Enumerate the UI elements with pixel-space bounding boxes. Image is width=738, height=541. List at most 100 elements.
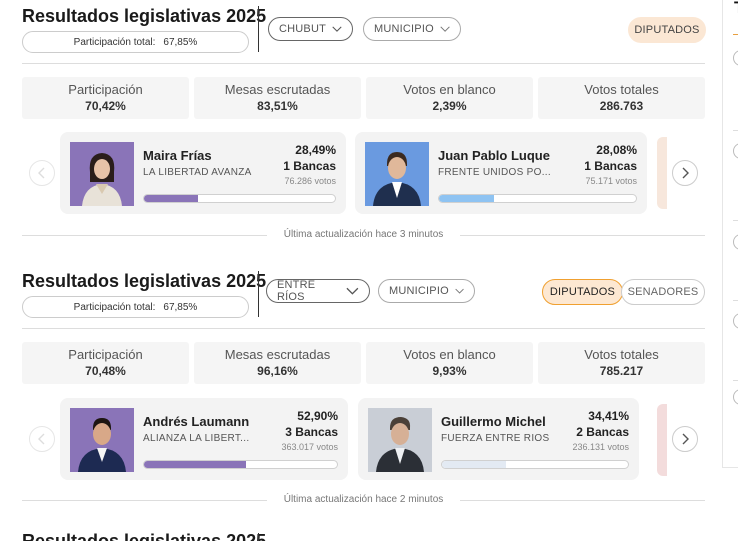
divider [733, 300, 738, 301]
next-candidate-card-peek [657, 137, 667, 209]
chevron-right-icon [682, 433, 689, 445]
candidate-progress-fill [144, 195, 199, 202]
candidate-votes: 363.017 votos [281, 442, 338, 452]
candidate-name: Guillermo Michel [441, 414, 546, 429]
candidate-seats: 1 Bancas [283, 159, 336, 173]
candidate-photo [368, 408, 432, 472]
participation-total-value: 67,85% [163, 36, 198, 48]
stat-value: 9,93% [432, 364, 467, 378]
candidate-card[interactable]: Guillermo Michel FUERZA ENTRE RIOS 34,41… [358, 398, 639, 480]
radio-option[interactable] [733, 143, 738, 159]
radio-option[interactable] [733, 50, 738, 66]
candidate-votes: 76.286 votos [284, 176, 336, 186]
chevron-down-icon [455, 288, 464, 294]
candidate-progress-bar [143, 460, 338, 469]
candidate-party: FRENTE UNIDOS PO... [438, 167, 551, 178]
carousel-prev-button[interactable] [29, 426, 55, 452]
divider [733, 220, 738, 221]
participation-total-pill: Participación total: 67,85% [22, 31, 249, 53]
candidate-name: Maira Frías [143, 148, 212, 163]
stat-votos-en-blanco: Votos en blanco 2,39% [366, 77, 533, 119]
widget-title: Resultados legislativas 2025 [22, 271, 267, 291]
last-update-row: Última actualización hace 2 minutos [22, 494, 705, 506]
stat-mesas-escrutadas: Mesas escrutadas 96,16% [194, 342, 361, 384]
radio-option[interactable] [733, 234, 738, 250]
chamber-tab-senadores[interactable]: SENADORES [621, 279, 705, 305]
stat-label: Mesas escrutadas [224, 347, 331, 362]
municipality-select[interactable]: MUNICIPIO [378, 279, 475, 303]
candidate-seats: 3 Bancas [285, 425, 338, 439]
province-select[interactable]: CHUBUT [268, 17, 353, 41]
last-update-text: Última actualización hace 3 minutos [283, 229, 444, 240]
candidate-portrait-icon [365, 142, 429, 206]
participation-total-label: Participación total: [73, 36, 156, 48]
title-divider [258, 533, 259, 541]
stat-label: Mesas escrutadas [224, 82, 331, 97]
participation-total-pill: Participación total: 67,85% [22, 296, 249, 318]
candidate-progress-bar [438, 194, 637, 203]
carousel-next-button[interactable] [672, 426, 698, 452]
stat-participacion: Participación 70,48% [22, 342, 189, 384]
candidate-progress-bar [143, 194, 336, 203]
candidate-card[interactable]: Maira Frías LA LIBERTAD AVANZA 28,49% 1 … [60, 132, 346, 214]
candidate-photo [365, 142, 429, 206]
radio-option[interactable] [733, 389, 738, 405]
stat-value: 286.763 [599, 99, 644, 113]
province-select[interactable]: ENTRE RÍOS [266, 279, 370, 303]
side-panel: T [722, 0, 738, 468]
province-select-value: ENTRE RÍOS [277, 279, 316, 303]
divider [733, 130, 738, 131]
header-divider [22, 328, 705, 329]
candidate-progress-fill [439, 195, 495, 202]
carousel-prev-button[interactable] [29, 160, 55, 186]
candidate-card[interactable]: Andrés Laumann ALIANZA LA LIBERT... 52,9… [60, 398, 348, 480]
chamber-tab-diputados[interactable]: DIPUTADOS [628, 17, 706, 43]
divider [460, 235, 705, 236]
last-update-text: Última actualización hace 2 minutos [283, 494, 444, 505]
stat-label: Participación [68, 82, 143, 97]
participation-total-value: 67,85% [163, 301, 198, 313]
radio-option[interactable] [733, 313, 738, 329]
stat-label: Votos en blanco [403, 82, 496, 97]
stat-value: 70,42% [85, 99, 126, 113]
chevron-left-icon [38, 167, 45, 179]
title-divider [258, 6, 259, 52]
candidate-photo [70, 408, 134, 472]
chevron-down-icon [346, 287, 359, 295]
candidate-seats: 1 Bancas [584, 159, 637, 173]
candidate-percent: 28,49% [295, 143, 336, 157]
side-panel-accent [733, 34, 738, 35]
candidate-name: Andrés Laumann [143, 414, 250, 429]
candidate-party: LA LIBERTAD AVANZA [143, 167, 252, 178]
widget-title: Resultados legislativas 2025 [22, 6, 267, 26]
stat-value: 785.217 [599, 364, 644, 378]
province-select-value: CHUBUT [279, 23, 327, 35]
stat-label: Votos totales [584, 347, 659, 362]
next-candidate-card-peek [657, 404, 667, 476]
candidate-percent: 28,08% [596, 143, 637, 157]
candidate-percent: 34,41% [588, 409, 629, 423]
candidate-progress-bar [441, 460, 629, 469]
municipality-select-value: MUNICIPIO [374, 23, 434, 35]
candidate-portrait-icon [368, 408, 432, 472]
divider [22, 500, 267, 501]
candidate-votes: 236.131 votos [572, 442, 629, 452]
chevron-left-icon [38, 433, 45, 445]
side-panel-title: T [734, 0, 738, 18]
candidate-percent: 52,90% [297, 409, 338, 423]
candidate-progress-fill [442, 461, 506, 468]
municipality-select[interactable]: MUNICIPIO [363, 17, 461, 41]
candidate-portrait-icon [70, 408, 134, 472]
candidate-card[interactable]: Juan Pablo Luque FRENTE UNIDOS PO... 28,… [355, 132, 647, 214]
carousel-next-button[interactable] [672, 160, 698, 186]
stat-label: Votos en blanco [403, 347, 496, 362]
chamber-tab-diputados[interactable]: DIPUTADOS [542, 279, 623, 305]
candidate-progress-fill [144, 461, 247, 468]
candidate-photo [70, 142, 134, 206]
candidate-seats: 2 Bancas [576, 425, 629, 439]
stat-value: 70,48% [85, 364, 126, 378]
stat-value: 96,16% [257, 364, 298, 378]
candidate-votes: 75.171 votos [585, 176, 637, 186]
divider [733, 380, 738, 381]
stat-label: Participación [68, 347, 143, 362]
